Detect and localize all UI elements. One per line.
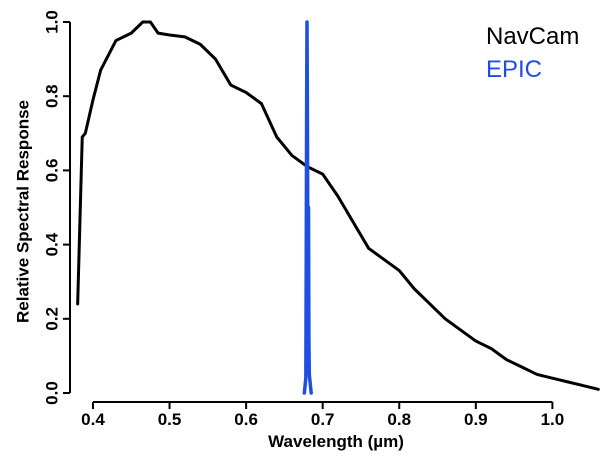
x-tick-label: 1.0	[541, 410, 565, 429]
legend: NavCam EPIC	[486, 23, 579, 83]
x-tick-label: 0.5	[158, 410, 182, 429]
y-tick-label: 0.6	[43, 159, 62, 183]
y-tick-label: 0.2	[43, 307, 62, 331]
x-axis-title: Wavelength (µm)	[268, 432, 404, 451]
y-tick-label: 0.0	[43, 381, 62, 405]
x-tick-label: 0.6	[234, 410, 258, 429]
plot-area	[76, 20, 600, 395]
x-tick-label: 0.8	[387, 410, 411, 429]
x-tick-label: 0.9	[464, 410, 488, 429]
axis-labels: Wavelength (µm) Relative Spectral Respon…	[14, 100, 404, 451]
x-tick-label: 0.4	[81, 410, 105, 429]
legend-entry-navcam: NavCam	[486, 23, 579, 50]
y-axis-title: Relative Spectral Response	[14, 100, 33, 323]
y-tick-label: 0.8	[43, 84, 62, 108]
axes: 0.4 0.5 0.6 0.7 0.8 0.9 1.0 0.0 0.2 0.4 0.6 0.8 1.0	[43, 10, 565, 429]
legend-entry-epic: EPIC	[486, 56, 542, 83]
y-tick-label: 1.0	[43, 10, 62, 34]
series-line-epic	[302, 20, 313, 395]
y-tick-label: 0.4	[43, 232, 62, 256]
x-tick-label: 0.7	[311, 410, 335, 429]
